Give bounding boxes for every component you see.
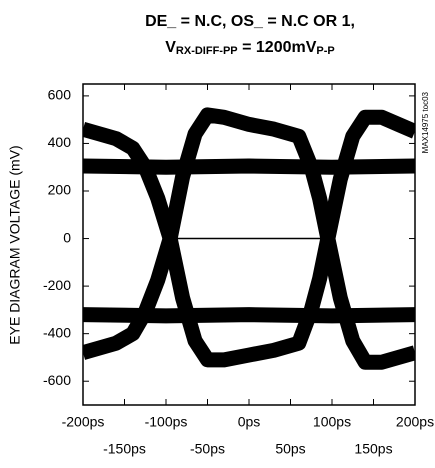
eye-trace <box>83 107 415 370</box>
x-tick-label: -50ps <box>190 441 225 457</box>
y-tick-label: -600 <box>43 372 71 388</box>
side-note: MAX14975 toc03 <box>421 91 430 153</box>
title-subscript: P-P <box>316 45 334 57</box>
x-tick-label: 0ps <box>238 414 261 430</box>
x-tick-label: -200ps <box>62 414 105 430</box>
x-tick-label: 150ps <box>354 441 392 457</box>
title-line-1: DE_ = N.C, OS_ = N.C OR 1, <box>145 13 355 30</box>
y-tick-label: 600 <box>48 87 72 103</box>
y-tick-label: 400 <box>48 134 72 150</box>
x-tick-label: -100ps <box>145 414 188 430</box>
x-tick-label: 200ps <box>396 414 434 430</box>
x-tick-label: 50ps <box>275 441 305 457</box>
title-part: = 1200mV <box>238 39 317 56</box>
title-line-2: VRX-DIFF-PP = 1200mVP-P <box>165 39 334 57</box>
x-tick-label: -150ps <box>103 441 146 457</box>
x-tick-label: 100ps <box>313 414 351 430</box>
eye-trace <box>83 307 415 324</box>
y-tick-label: -200 <box>43 277 71 293</box>
y-axis-label: EYE DIAGRAM VOLTAGE (mV) <box>7 145 23 344</box>
title-subscript: RX-DIFF-PP <box>176 45 238 57</box>
y-tick-label: 0 <box>63 229 71 245</box>
y-tick-label: -400 <box>43 324 71 340</box>
title-part: V <box>165 39 176 56</box>
eye-trace <box>83 158 415 175</box>
eye-trace <box>83 109 415 368</box>
y-tick-label: 200 <box>48 182 72 198</box>
